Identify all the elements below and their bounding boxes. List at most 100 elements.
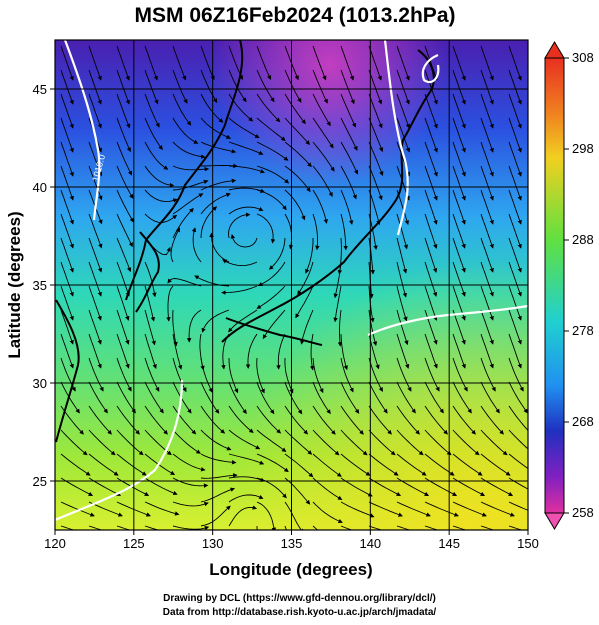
streamline bbox=[340, 453, 371, 476]
streamline bbox=[88, 213, 103, 249]
streamline bbox=[256, 525, 258, 530]
x-tick-label: 140 bbox=[359, 536, 381, 551]
streamline bbox=[116, 165, 134, 199]
streamline bbox=[60, 237, 74, 273]
streamline bbox=[480, 237, 494, 273]
streamline bbox=[424, 429, 452, 456]
x-tick-label: 120 bbox=[44, 536, 66, 551]
streamline bbox=[172, 429, 201, 454]
streamline bbox=[305, 238, 314, 274]
streamline bbox=[340, 333, 348, 371]
streamline bbox=[200, 487, 236, 503]
streamline bbox=[172, 525, 210, 530]
streamline bbox=[452, 93, 466, 129]
colorbar-tick-label: 268 bbox=[572, 414, 594, 429]
y-tick-label: 45 bbox=[33, 82, 47, 97]
colorbar-tick-label: 298 bbox=[572, 141, 594, 156]
streamline bbox=[312, 189, 328, 224]
streamline bbox=[340, 213, 348, 251]
streamline bbox=[284, 357, 294, 394]
streamline bbox=[284, 69, 302, 103]
streamline bbox=[480, 381, 500, 414]
streamline bbox=[284, 501, 304, 530]
credit-drawing: Drawing by DCL (https://www.gfd-dennou.o… bbox=[163, 593, 436, 604]
streamline bbox=[88, 381, 108, 414]
streamline bbox=[452, 117, 466, 153]
colorbar-bottom-arrow bbox=[544, 512, 565, 530]
streamline bbox=[508, 357, 524, 392]
streamline bbox=[200, 505, 231, 527]
streamline bbox=[312, 429, 340, 456]
streamline bbox=[452, 501, 487, 517]
streamline bbox=[116, 261, 130, 297]
streamline bbox=[144, 501, 180, 516]
streamline bbox=[191, 227, 202, 263]
streamline bbox=[256, 93, 281, 123]
streamline bbox=[340, 525, 354, 530]
streamline bbox=[396, 117, 411, 153]
streamline bbox=[172, 207, 194, 239]
streamline bbox=[166, 285, 174, 322]
streamline bbox=[396, 405, 420, 435]
streamline bbox=[396, 453, 427, 476]
streamline bbox=[424, 69, 438, 105]
streamline bbox=[508, 93, 522, 129]
streamline bbox=[312, 117, 334, 149]
streamline bbox=[245, 333, 258, 369]
streamline bbox=[396, 213, 409, 250]
streamline bbox=[480, 405, 504, 435]
streamline bbox=[424, 213, 438, 249]
streamline bbox=[396, 261, 408, 298]
streamline bbox=[480, 333, 494, 369]
streamline bbox=[508, 117, 522, 153]
streamline bbox=[172, 93, 192, 126]
streamline bbox=[508, 189, 522, 225]
streamline bbox=[88, 405, 112, 435]
streamline bbox=[167, 278, 202, 287]
streamline bbox=[368, 93, 383, 129]
streamline bbox=[228, 93, 254, 122]
streamline bbox=[60, 309, 74, 345]
streamline bbox=[284, 477, 311, 505]
streamline bbox=[424, 501, 459, 517]
streamline bbox=[424, 525, 439, 530]
streamline bbox=[144, 525, 160, 530]
y-axis-label: Latitude (degrees) bbox=[5, 211, 24, 358]
streamline bbox=[480, 453, 511, 476]
streamline bbox=[452, 141, 466, 177]
streamline bbox=[172, 69, 188, 104]
streamline bbox=[116, 93, 131, 129]
streamline bbox=[295, 285, 314, 319]
streamline bbox=[144, 357, 160, 392]
streamline bbox=[312, 141, 335, 172]
streamline bbox=[88, 309, 102, 345]
streamline bbox=[228, 206, 264, 215]
streamline bbox=[200, 45, 215, 81]
streamline bbox=[396, 237, 408, 274]
streamline bbox=[480, 357, 496, 392]
streamline bbox=[340, 357, 354, 393]
streamline bbox=[172, 309, 178, 347]
streamline bbox=[256, 189, 287, 211]
streamline bbox=[424, 261, 438, 297]
streamline bbox=[88, 357, 104, 392]
streamline bbox=[340, 405, 364, 435]
streamline bbox=[396, 45, 410, 81]
streamline bbox=[228, 212, 251, 239]
streamline bbox=[284, 93, 306, 125]
streamline bbox=[200, 381, 220, 414]
streamline bbox=[256, 381, 275, 415]
streamline bbox=[368, 381, 388, 414]
streamline bbox=[88, 525, 103, 530]
streamline bbox=[88, 165, 103, 201]
x-tick-label: 145 bbox=[438, 536, 460, 551]
streamline bbox=[424, 405, 448, 435]
streamline bbox=[116, 45, 130, 81]
streamline bbox=[452, 453, 483, 476]
streamline bbox=[172, 501, 209, 507]
streamline bbox=[480, 309, 494, 345]
streamline bbox=[60, 189, 74, 225]
streamline bbox=[116, 381, 136, 414]
colorbar-scale bbox=[544, 57, 565, 514]
streamline bbox=[88, 237, 103, 273]
